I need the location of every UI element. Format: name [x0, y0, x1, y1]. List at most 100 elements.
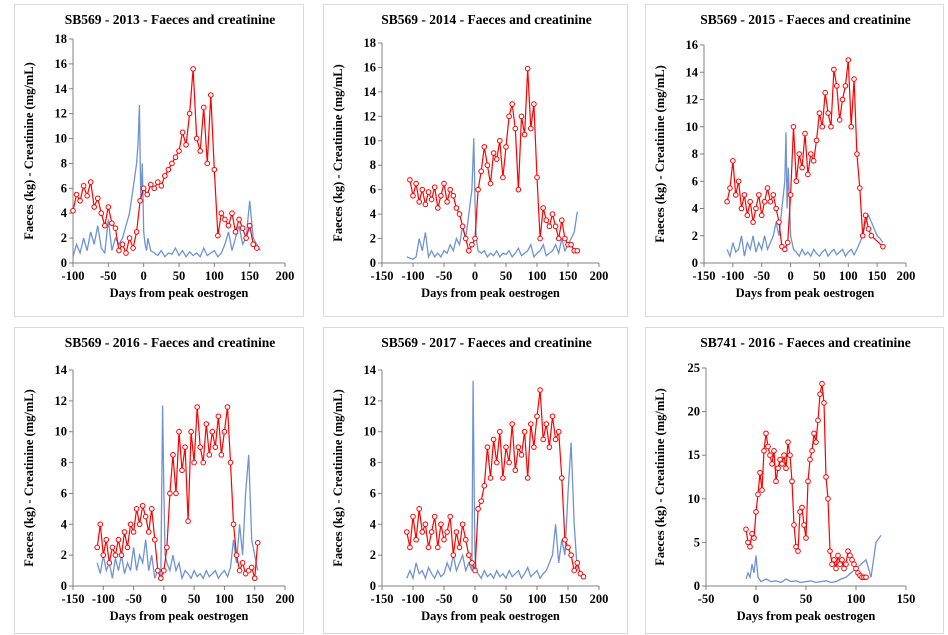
y-tick-label: 14: [55, 363, 68, 377]
chart-2-svg: SB569 - 2014 - Faeces and creatinine 0 2 4 6…: [331, 12, 609, 300]
faeces-point: [124, 544, 131, 551]
faeces-point: [444, 529, 450, 535]
y-axis-label: Faeces (kg) - Creatinine (mg/mL): [331, 64, 345, 242]
faeces-point: [775, 465, 781, 472]
x-tick-label: 50: [173, 269, 186, 283]
faeces-point: [753, 509, 759, 515]
faeces-point: [438, 521, 444, 528]
faeces-point: [158, 575, 164, 582]
faeces-point: [851, 76, 857, 82]
x-tick-label: 200: [590, 269, 609, 283]
faeces-point: [839, 96, 846, 103]
faeces-point: [745, 539, 751, 546]
faeces-point: [796, 151, 803, 157]
faeces-point: [562, 235, 568, 242]
faeces-point: [484, 162, 491, 169]
faeces-point: [807, 151, 814, 157]
faeces-point: [215, 413, 222, 420]
faeces-point: [438, 192, 444, 199]
faeces-point: [515, 186, 522, 193]
faeces-point: [481, 482, 488, 489]
faeces-point: [170, 452, 176, 458]
y-tick-label: 4: [370, 207, 377, 221]
faeces-point: [158, 183, 165, 189]
faeces-point: [512, 125, 519, 132]
x-tick-label: 0: [472, 592, 478, 606]
faeces-point: [490, 436, 497, 443]
faeces-point: [243, 235, 249, 241]
y-axis-label: Faeces (kg) - Creatinine (mg/mL): [331, 389, 345, 567]
x-tick-label: 200: [590, 592, 609, 606]
x-tick-label: 0: [753, 592, 759, 606]
faeces-point: [475, 506, 481, 512]
faeces-point: [410, 513, 416, 520]
chart-title: SB741 - 2016 - Faeces and creatinine: [700, 335, 910, 350]
y-tick-label: 10: [364, 425, 377, 439]
faeces-point: [839, 557, 845, 563]
faeces-point: [509, 421, 515, 427]
faeces-point: [831, 66, 837, 73]
faeces-point: [559, 475, 565, 481]
y-tick-label: 12: [686, 93, 699, 107]
chart-panel-5: SB569 - 2017 - Faeces and creatinine 0 2 4 6…: [323, 327, 628, 634]
faeces-point: [478, 498, 484, 504]
faeces-point: [779, 461, 785, 467]
faeces-point: [167, 490, 173, 497]
faeces-point: [251, 575, 258, 582]
faeces-point: [506, 113, 512, 120]
faeces-point: [121, 529, 128, 535]
faeces-point: [487, 180, 494, 187]
faeces-point: [770, 192, 777, 198]
faeces-point: [431, 184, 438, 191]
faeces-point: [497, 137, 503, 144]
faeces-point: [87, 179, 94, 185]
x-tick-label: -100: [92, 592, 115, 606]
faeces-point: [811, 430, 817, 437]
faeces-point: [773, 205, 779, 212]
faeces-point: [865, 226, 872, 232]
faeces-point: [441, 180, 447, 187]
x-tick-label: 150: [245, 592, 264, 606]
faeces-point: [751, 535, 757, 541]
faeces-point: [515, 444, 522, 450]
y-tick-label: 0: [370, 579, 376, 593]
faeces-point: [815, 417, 821, 424]
faeces-point: [193, 135, 200, 142]
faeces-point: [747, 198, 753, 205]
y-tick-label: 10: [688, 492, 701, 506]
faeces-point: [761, 198, 768, 205]
creatinine-line: [406, 138, 578, 261]
faeces-point: [419, 186, 426, 193]
x-tick-label: 150: [897, 592, 916, 606]
y-tick-label: 4: [61, 517, 68, 531]
faeces-point: [98, 210, 105, 217]
faeces-point: [828, 123, 834, 130]
faeces-point: [524, 65, 531, 72]
faeces-point: [137, 197, 143, 204]
y-tick-label: 20: [688, 405, 701, 419]
faeces-point: [518, 452, 525, 458]
x-tick-label: -100: [402, 269, 425, 283]
faeces-point: [793, 178, 800, 185]
faeces-point: [546, 444, 553, 450]
faeces-point: [552, 436, 559, 443]
faeces-point: [859, 232, 866, 239]
faeces-point: [574, 247, 581, 254]
faeces-point: [809, 448, 815, 454]
faeces-point: [246, 222, 253, 229]
faeces-point: [500, 174, 506, 181]
faeces-point: [191, 459, 197, 466]
y-tick-label: 15: [688, 448, 701, 462]
faeces-point: [562, 536, 568, 543]
faeces-point: [546, 223, 553, 230]
y-tick-label: 16: [55, 57, 68, 71]
faeces-point: [100, 552, 107, 558]
y-tick-label: 2: [370, 232, 376, 246]
chart-title: SB569 - 2016 - Faeces and creatinine: [65, 335, 275, 350]
faeces-line: [409, 68, 578, 253]
faeces-point: [831, 557, 837, 563]
y-tick-label: 8: [692, 147, 698, 161]
faeces-point: [568, 552, 574, 558]
faeces-point: [179, 129, 186, 136]
x-tick-label: 200: [276, 592, 295, 606]
